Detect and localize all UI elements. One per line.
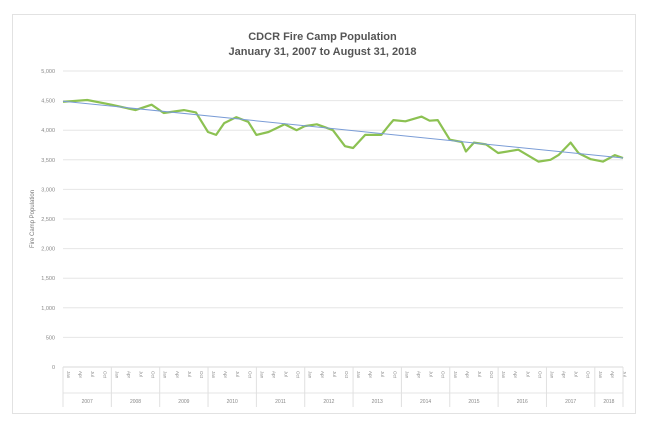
x-month-label: Apr <box>320 371 325 379</box>
x-month-label: Jan <box>356 371 361 379</box>
x-year-label: 2011 <box>275 399 286 405</box>
x-month-label: Apr <box>513 371 518 379</box>
x-month-label: Oct <box>247 371 252 379</box>
x-month-label: Jan <box>308 371 313 379</box>
x-month-label: Jul <box>380 371 385 377</box>
x-month-label: Jan <box>163 371 168 379</box>
y-tick-label: 2,000 <box>41 247 55 253</box>
x-month-label: Apr <box>562 371 567 379</box>
x-month-label: Apr <box>465 371 470 379</box>
x-month-label: Jul <box>90 371 95 377</box>
x-month-label: Apr <box>175 371 180 379</box>
x-year-label: 2007 <box>82 399 93 405</box>
y-tick-label: 3,000 <box>41 187 55 193</box>
x-month-label: Jul <box>622 371 627 377</box>
x-year-label: 2014 <box>420 399 431 405</box>
y-tick-label: 4,000 <box>41 128 55 134</box>
x-month-label: Jan <box>211 371 216 379</box>
x-month-label: Jul <box>139 371 144 377</box>
x-year-label: 2012 <box>323 399 334 405</box>
x-month-label: Jul <box>429 371 434 377</box>
y-axis-label: Fire Camp Population <box>30 190 36 248</box>
x-month-label: Jan <box>259 371 264 379</box>
x-year-label: 2010 <box>227 399 238 405</box>
chart-frame <box>12 14 636 414</box>
x-year-label: 2013 <box>372 399 383 405</box>
x-month-label: Jan <box>549 371 554 379</box>
x-month-label: Apr <box>126 371 131 379</box>
x-month-label: Oct <box>537 371 542 379</box>
x-month-label: Oct <box>392 371 397 379</box>
y-tick-label: 1,500 <box>41 276 55 282</box>
y-tick-label: 3,500 <box>41 158 55 164</box>
x-year-label: 2008 <box>130 399 141 405</box>
y-tick-label: 500 <box>46 335 55 341</box>
x-month-label: Jul <box>187 371 192 377</box>
x-year-label: 2009 <box>178 399 189 405</box>
x-month-label: Jan <box>66 371 71 379</box>
chart-title: CDCR Fire Camp Population <box>248 31 397 43</box>
x-month-label: Jul <box>284 371 289 377</box>
x-month-label: Oct <box>102 371 107 379</box>
x-month-label: Apr <box>271 371 276 379</box>
x-month-label: Jul <box>235 371 240 377</box>
x-month-label: Apr <box>223 371 228 379</box>
x-month-label: Oct <box>296 371 301 379</box>
y-tick-label: 1,000 <box>41 306 55 312</box>
x-month-label: Oct <box>441 371 446 379</box>
x-month-label: Oct <box>586 371 591 379</box>
y-tick-label: 0 <box>52 365 55 371</box>
x-month-label: Jan <box>453 371 458 379</box>
x-year-label: 2015 <box>468 399 479 405</box>
y-tick-label: 2,500 <box>41 217 55 223</box>
x-month-label: Apr <box>417 371 422 379</box>
x-year-label: 2017 <box>565 399 576 405</box>
x-month-label: Jul <box>332 371 337 377</box>
x-year-label: 2018 <box>603 399 614 405</box>
x-month-label: Apr <box>368 371 373 379</box>
x-month-label: Jul <box>525 371 530 377</box>
chart-subtitle: January 31, 2007 to August 31, 2018 <box>228 46 417 58</box>
x-month-label: Jan <box>114 371 119 379</box>
x-month-label: Jul <box>477 371 482 377</box>
trendline <box>62 100 624 159</box>
x-month-label: Oct <box>344 371 349 379</box>
y-tick-label: 4,500 <box>41 99 55 105</box>
x-month-label: Apr <box>78 371 83 379</box>
x-month-label: Jan <box>501 371 506 379</box>
x-month-label: Oct <box>199 371 204 379</box>
y-tick-label: 5,000 <box>41 69 55 75</box>
x-month-label: Jan <box>598 371 603 379</box>
x-month-label: Oct <box>489 371 494 379</box>
x-month-label: Apr <box>610 371 615 379</box>
x-year-label: 2016 <box>517 399 528 405</box>
x-month-label: Oct <box>151 371 156 379</box>
x-month-label: Jan <box>404 371 409 379</box>
x-month-label: Jul <box>574 371 579 377</box>
